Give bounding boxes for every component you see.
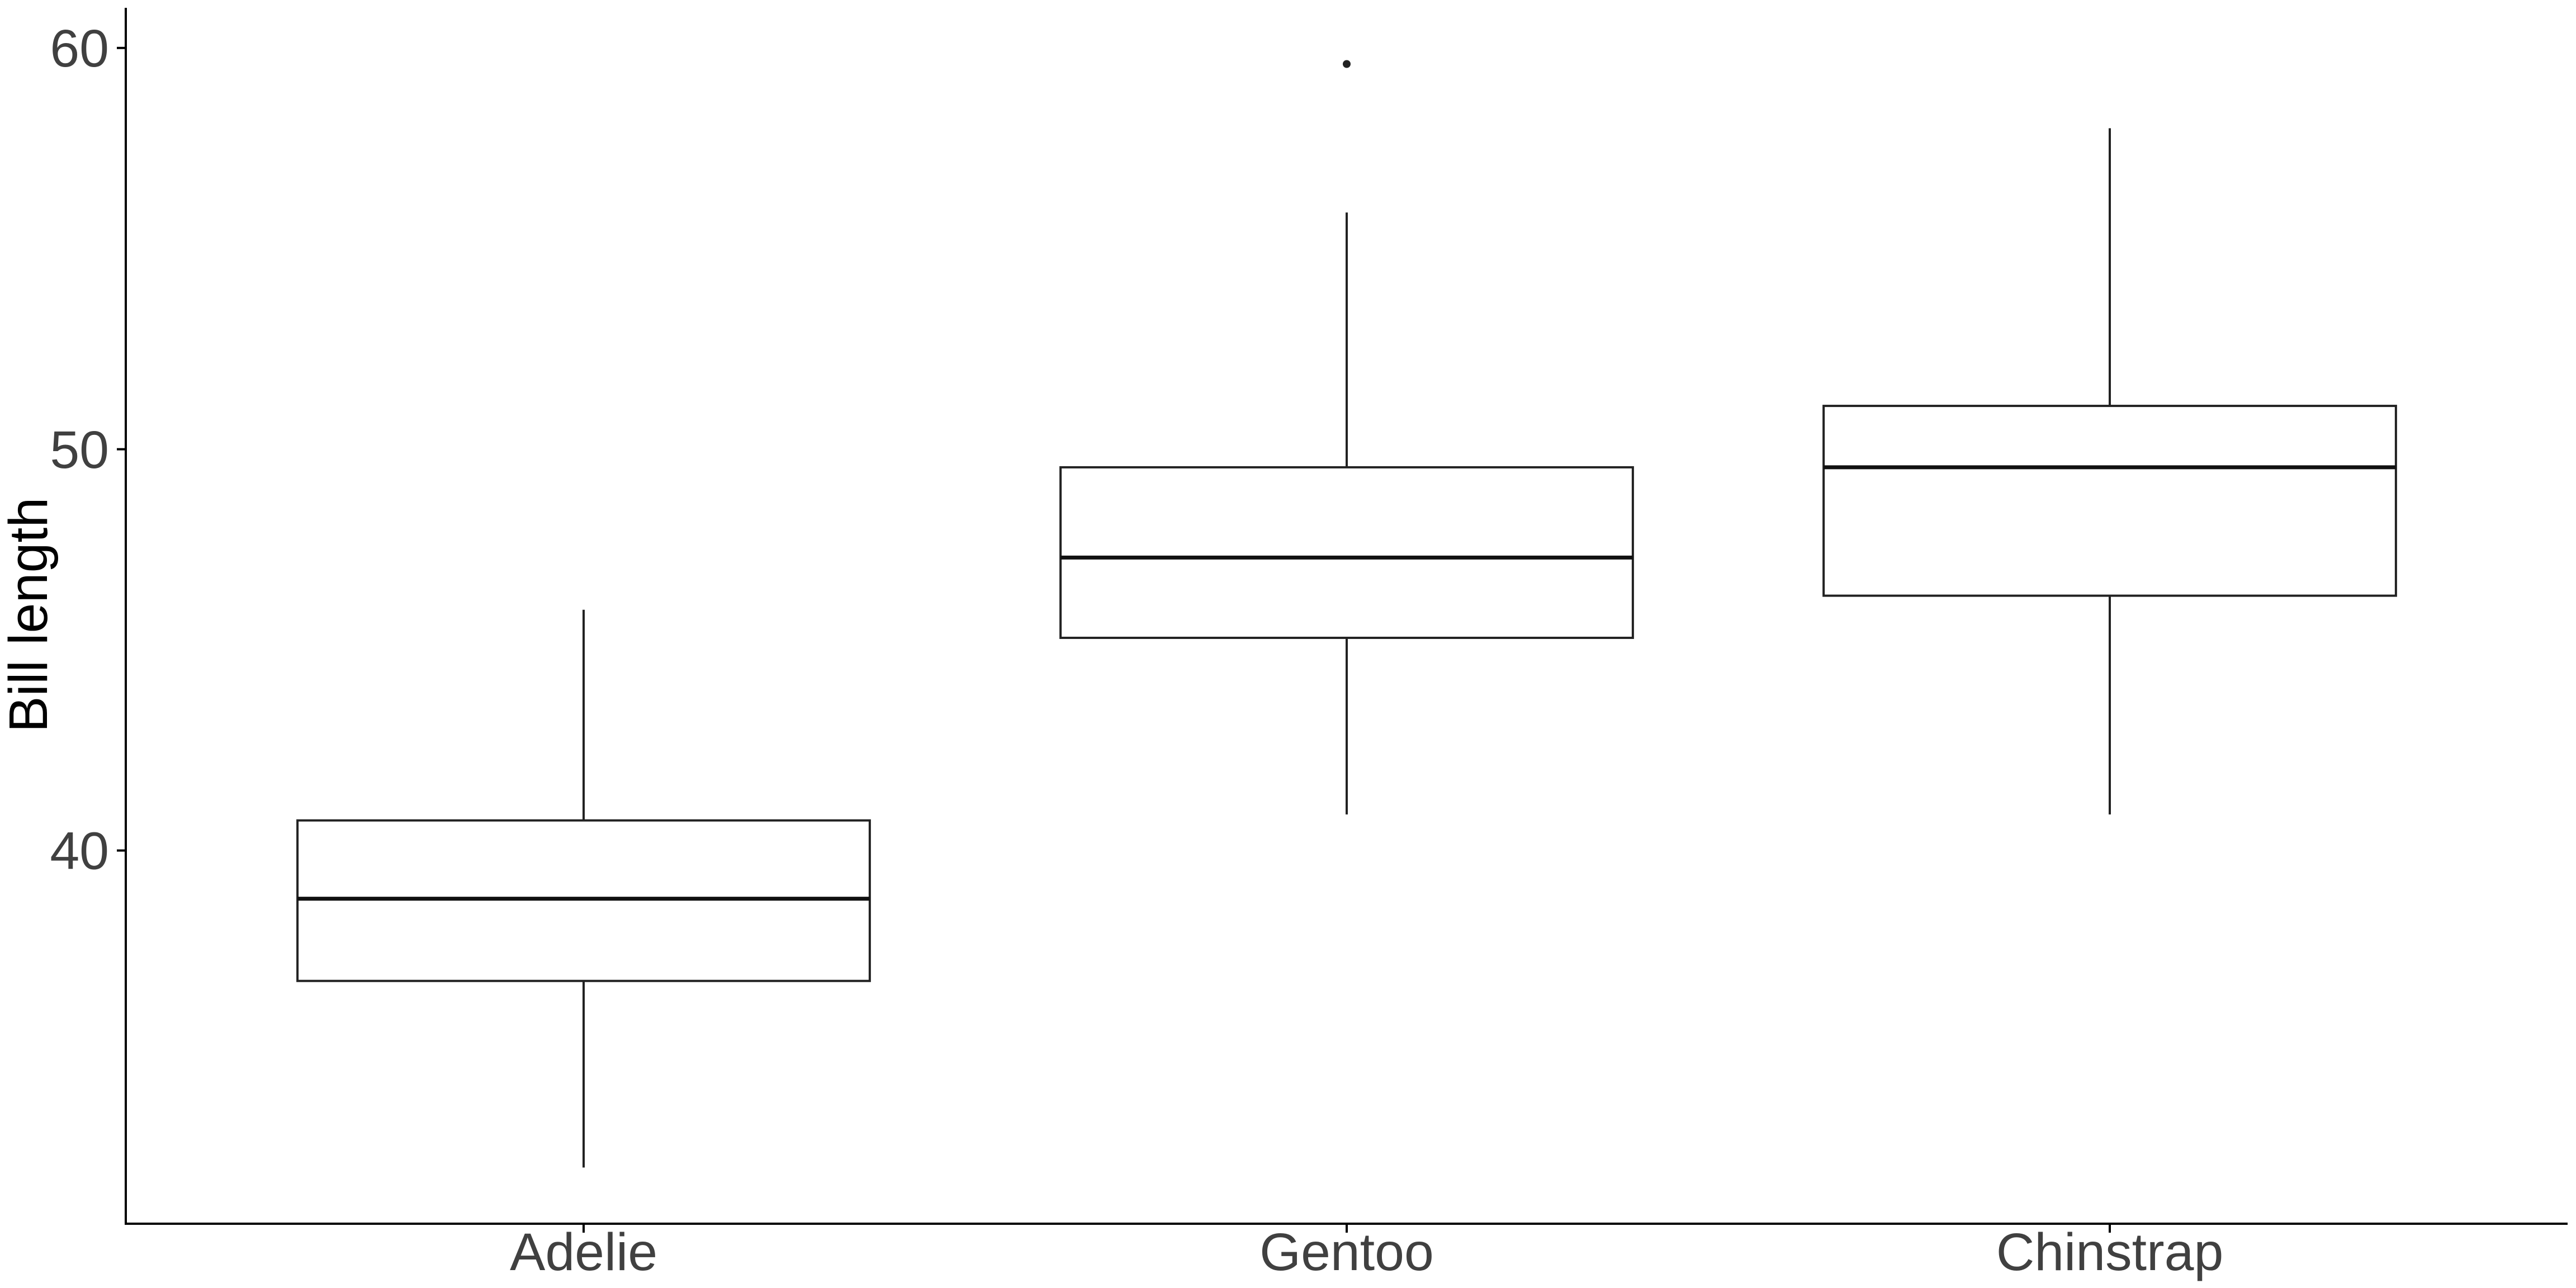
box-chinstrap	[1822, 405, 2397, 597]
box-gentoo	[1059, 466, 1634, 639]
box-adelie	[296, 819, 871, 982]
y-tick-label-60: 60	[50, 19, 109, 78]
x-category-label-chinstrap: Chinstrap	[1996, 1223, 2224, 1282]
y-tick-label-40: 40	[50, 822, 109, 881]
outlier-gentoo-0	[1343, 60, 1351, 68]
y-tick-label-50: 50	[50, 420, 109, 480]
y-axis-title: Bill length	[0, 498, 59, 733]
x-category-label-gentoo: Gentoo	[1259, 1223, 1434, 1282]
x-category-label-adelie: Adelie	[510, 1223, 657, 1282]
plot-layer: 40 50 60 Adelie Gentoo Chinstrap	[50, 8, 2568, 1282]
